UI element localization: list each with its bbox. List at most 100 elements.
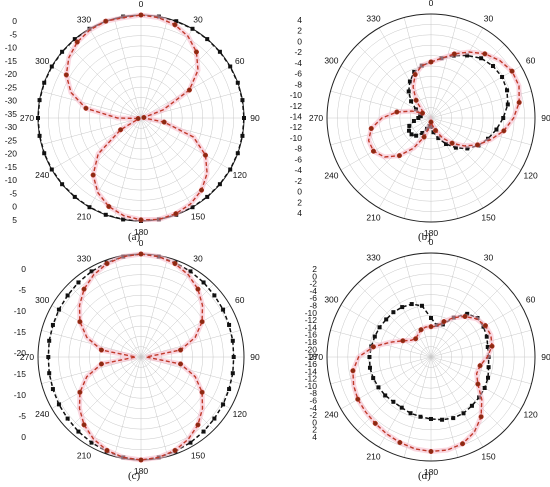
radial-tick-label: -2 — [294, 176, 302, 186]
simulated-point — [500, 74, 505, 79]
simulated-point — [235, 151, 240, 156]
simulated-line — [368, 303, 490, 421]
simulated-point — [205, 194, 210, 199]
measured-point — [186, 87, 192, 93]
simulated-point — [60, 49, 65, 54]
measured-point — [202, 152, 209, 158]
radial-tick-label: -8 — [309, 388, 317, 398]
simulated-point — [47, 371, 52, 376]
measured-point — [397, 439, 403, 446]
grid-spoke — [41, 91, 142, 119]
measured-point — [368, 125, 374, 132]
measured-point — [172, 261, 178, 267]
grid-spoke — [89, 356, 142, 447]
grid-spoke — [357, 283, 432, 358]
measured-point — [489, 343, 495, 349]
grid-spoke — [140, 117, 168, 218]
radial-tick-label: -16 — [305, 330, 318, 340]
simulated-point — [37, 133, 42, 138]
simulated-point — [451, 416, 456, 421]
angle-tick-label: 300 — [324, 295, 338, 305]
angle-tick-label: 330 — [366, 252, 380, 262]
radial-tick-label: -14 — [305, 322, 318, 332]
grid-spoke — [140, 356, 231, 409]
simulated-point — [461, 411, 466, 416]
measured-point — [418, 327, 424, 333]
measured-point — [98, 347, 104, 353]
angle-tick-label: 210 — [366, 213, 380, 223]
angle-tick-label: 180 — [424, 228, 438, 238]
grid-spoke — [67, 44, 142, 119]
measured-point — [477, 363, 483, 369]
radial-tick-label: -2 — [294, 47, 302, 57]
measured-point — [501, 128, 507, 134]
polar-panel-4: 030609012015018021024027030033020-2-4-6-… — [305, 237, 550, 482]
radial-tick-label: 4 — [312, 432, 317, 442]
grid-spoke — [114, 117, 142, 218]
radial-tick-label: -14 — [305, 366, 318, 376]
simulated-point — [188, 269, 193, 274]
measured-point — [103, 18, 109, 24]
radial-tick-label: 2 — [297, 197, 302, 207]
simulated-point — [212, 293, 217, 298]
simulated-point — [406, 89, 411, 94]
simulated-point — [65, 416, 70, 421]
simulated-point — [465, 146, 470, 151]
panel-label: (d) — [418, 470, 431, 482]
measured-point — [118, 127, 124, 133]
measured-point — [428, 324, 434, 330]
measured-point — [396, 153, 402, 159]
radial-tick-label: 0 — [21, 432, 26, 442]
radial-tick-label: -35 — [5, 109, 18, 119]
grid-spoke — [340, 304, 432, 358]
measured-point — [106, 203, 112, 210]
simulated-point — [431, 130, 436, 135]
grid-spoke — [51, 305, 142, 358]
measured-point — [178, 347, 184, 353]
radial-tick-label: -5 — [18, 285, 26, 295]
measured-point — [449, 140, 455, 146]
grid-spoke — [430, 117, 505, 192]
measured-point — [98, 361, 104, 367]
radial-tick-label: -10 — [290, 133, 303, 143]
angle-tick-label: 270 — [309, 113, 323, 123]
simulated-point — [409, 132, 414, 137]
grid-spoke — [51, 356, 142, 409]
simulated-point — [174, 19, 179, 24]
measured-point — [413, 97, 419, 103]
measured-point — [516, 99, 522, 105]
simulated-point — [230, 338, 235, 343]
radial-tick-label: -8 — [294, 79, 302, 89]
simulated-point — [221, 307, 226, 312]
angle-tick-label: 120 — [233, 409, 247, 419]
radial-tick-label: -10 — [14, 306, 27, 316]
measured-point — [428, 59, 434, 65]
radial-tick-label: -4 — [309, 403, 317, 413]
radial-tick-label: 0 — [297, 187, 302, 197]
simulated-point — [372, 334, 377, 339]
grid-spoke — [330, 356, 432, 385]
measured-point — [193, 49, 199, 55]
simulated-point — [60, 182, 65, 187]
angle-tick-label: 120 — [523, 410, 537, 420]
angle-tick-label: 150 — [191, 451, 205, 461]
radial-tick-label: 4 — [297, 15, 302, 25]
angle-tick-label: 0 — [429, 0, 434, 8]
grid-spoke — [403, 256, 432, 358]
panel-label: (b) — [418, 231, 431, 243]
simulated-point — [76, 429, 81, 434]
grid-spoke — [430, 17, 459, 119]
measured-point — [83, 105, 89, 111]
angle-tick-label: 0 — [139, 0, 144, 9]
simulated-point — [409, 99, 414, 104]
simulated-point — [42, 80, 47, 85]
simulated-point — [240, 98, 245, 103]
simulated-point — [407, 123, 412, 128]
radial-tick-label: 2 — [312, 425, 317, 435]
simulated-point — [227, 387, 232, 392]
grid-spoke — [430, 266, 484, 358]
radial-tick-label: -5 — [18, 411, 26, 421]
simulated-point — [399, 405, 404, 410]
measured-point — [428, 448, 434, 455]
angle-tick-label: 270 — [20, 352, 34, 362]
